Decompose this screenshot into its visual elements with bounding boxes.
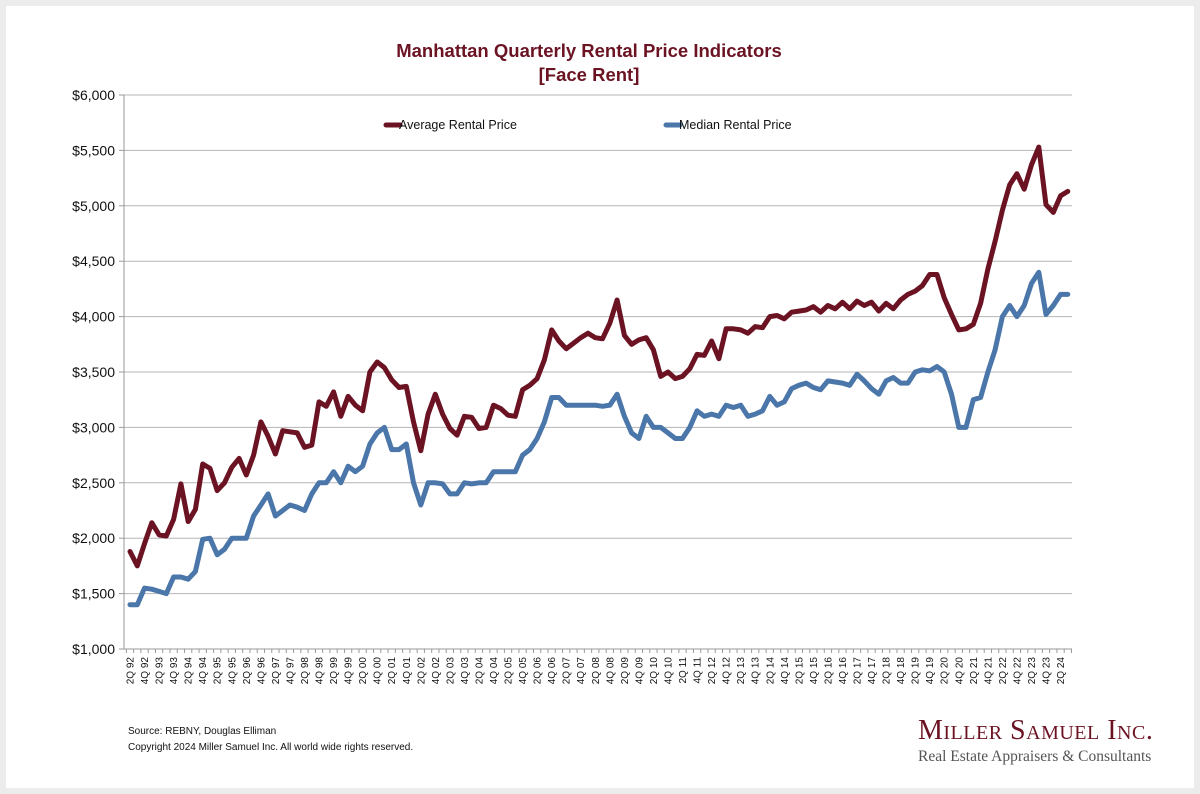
y-tick-label: $3,000: [72, 419, 115, 435]
series-lines: [127, 144, 1071, 608]
chart-title: Manhattan Quarterly Rental Price Indicat…: [396, 40, 782, 61]
x-tick-label: 2Q 95: [213, 657, 224, 685]
x-tick-label: 2Q 01: [387, 657, 398, 685]
legend-label: Average Rental Price: [399, 118, 517, 132]
x-axis: 2Q 92 4Q 92 2Q 93 4Q 93 2Q 94 4Q 94 2Q 95 4Q 95…: [124, 648, 1072, 685]
x-tick-label: 2Q 13: [736, 657, 747, 685]
logo-name: Miller Samuel Inc.: [918, 715, 1154, 746]
x-tick-label: 2Q 97: [271, 657, 282, 685]
y-tick-label: $6,000: [72, 87, 115, 103]
x-tick-label: 2Q 24: [1056, 657, 1067, 685]
y-axis: $1,000 $1,500 $2,000 $2,500 $3,000 $3,500 $4,0…: [72, 87, 125, 657]
x-tick-label: 2Q 96: [242, 657, 253, 685]
x-tick-label: 4Q 99: [344, 657, 355, 685]
y-tick-label: $5,000: [72, 198, 115, 214]
x-tick-label: 4Q 14: [780, 657, 791, 685]
line-chart: $1,000 $1,500 $2,000 $2,500 $3,000 $3,500 $4,0…: [72, 87, 1072, 685]
x-tick-label: 2Q 05: [504, 657, 515, 685]
x-tick-label: 4Q 01: [402, 657, 413, 685]
y-tick-label: $2,000: [72, 530, 115, 546]
legend-label: Median Rental Price: [679, 118, 792, 132]
x-tick-label: 4Q 97: [285, 657, 296, 685]
y-tick-label: $1,500: [72, 586, 115, 602]
x-tick-label: 2Q 93: [155, 657, 166, 685]
y-tick-label: $2,500: [72, 475, 115, 491]
y-tick-label: $3,500: [72, 364, 115, 380]
x-tick-label: 4Q 96: [256, 657, 267, 685]
x-tick-label: 2Q 10: [649, 657, 660, 685]
y-tick-label: $4,500: [72, 253, 115, 269]
x-tick-label: 4Q 08: [605, 657, 616, 685]
x-tick-label: 4Q 15: [809, 657, 820, 685]
x-tick-label: 2Q 16: [823, 657, 834, 685]
x-tick-label: 4Q 22: [1012, 657, 1023, 685]
x-tick-label: 4Q 13: [751, 657, 762, 685]
x-tick-label: 4Q 05: [518, 657, 529, 685]
x-tick-label: 4Q 11: [693, 657, 704, 684]
x-tick-label: 4Q 02: [431, 657, 442, 685]
x-tick-label: 2Q 92: [126, 657, 137, 685]
x-tick-label: 2Q 04: [474, 657, 485, 685]
chart-subtitle: [Face Rent]: [538, 64, 640, 85]
x-tick-label: 2Q 03: [445, 657, 456, 685]
y-tick-label: $4,000: [72, 309, 115, 325]
x-tick-label: 4Q 09: [634, 657, 645, 685]
median-rental-price-line: [127, 269, 1071, 608]
chart-title-block: Manhattan Quarterly Rental Price Indicat…: [6, 39, 1172, 87]
x-tick-label: 2Q 22: [998, 657, 1009, 685]
x-tick-label: 4Q 18: [896, 657, 907, 685]
x-tick-label: 4Q 06: [547, 657, 558, 685]
x-tick-label: 4Q 04: [489, 657, 500, 685]
gridlines: [124, 94, 1072, 595]
logo-tagline: Real Estate Appraisers & Consultants: [918, 748, 1152, 765]
average-rental-price-line: [127, 144, 1071, 569]
x-tick-label: 4Q 12: [722, 657, 733, 685]
x-tick-label: 2Q 23: [1027, 657, 1038, 685]
legend: Average Rental Price Median Rental Price: [383, 118, 792, 132]
source-note: Source: REBNY, Douglas Elliman: [128, 726, 277, 737]
x-tick-label: 2Q 15: [794, 657, 805, 685]
x-tick-label: 4Q 93: [169, 657, 180, 685]
x-tick-label: 2Q 06: [533, 657, 544, 685]
y-tick-label: $1,000: [72, 641, 115, 657]
x-tick-label: 4Q 17: [867, 657, 878, 685]
x-tick-label: 2Q 07: [562, 657, 573, 685]
x-tick-label: 4Q 95: [227, 657, 238, 685]
copyright-note: Copyright 2024 Miller Samuel Inc. All wo…: [128, 742, 414, 753]
x-tick-label: 4Q 00: [373, 657, 384, 685]
x-tick-label: 4Q 98: [315, 657, 326, 685]
x-tick-label: 2Q 21: [969, 657, 980, 685]
x-tick-label: 4Q 94: [198, 657, 209, 685]
x-tick-label: 4Q 16: [838, 657, 849, 685]
chart-frame: Manhattan Quarterly Rental Price Indicat…: [6, 6, 1194, 788]
x-tick-label: 4Q 10: [663, 657, 674, 685]
x-tick-label: 4Q 19: [925, 657, 936, 685]
x-tick-label: 4Q 07: [576, 657, 587, 685]
x-tick-label: 2Q 98: [300, 657, 311, 685]
x-tick-label: 2Q 12: [707, 657, 718, 685]
x-tick-label: 4Q 92: [140, 657, 151, 685]
x-tick-label: 2Q 11: [678, 657, 689, 684]
x-tick-label: 4Q 23: [1042, 657, 1053, 685]
x-tick-label: 2Q 99: [329, 657, 340, 685]
x-tick-label: 2Q 08: [591, 657, 602, 685]
x-tick-label: 2Q 94: [184, 657, 195, 685]
x-tick-label: 2Q 09: [620, 657, 631, 685]
x-tick-label: 2Q 20: [940, 657, 951, 685]
x-tick-label: 4Q 03: [460, 657, 471, 685]
x-tick-label: 4Q 20: [954, 657, 965, 685]
company-logo: Miller Samuel Inc. Real Estate Appraiser…: [918, 716, 1168, 766]
x-tick-label: 2Q 00: [358, 657, 369, 685]
y-tick-label: $5,500: [72, 142, 115, 158]
x-tick-label: 2Q 19: [911, 657, 922, 685]
x-tick-label: 2Q 14: [765, 657, 776, 685]
x-tick-label: 2Q 02: [416, 657, 427, 685]
x-tick-label: 4Q 21: [983, 657, 994, 685]
x-tick-label: 2Q 17: [853, 657, 864, 685]
x-tick-label: 2Q 18: [882, 657, 893, 685]
